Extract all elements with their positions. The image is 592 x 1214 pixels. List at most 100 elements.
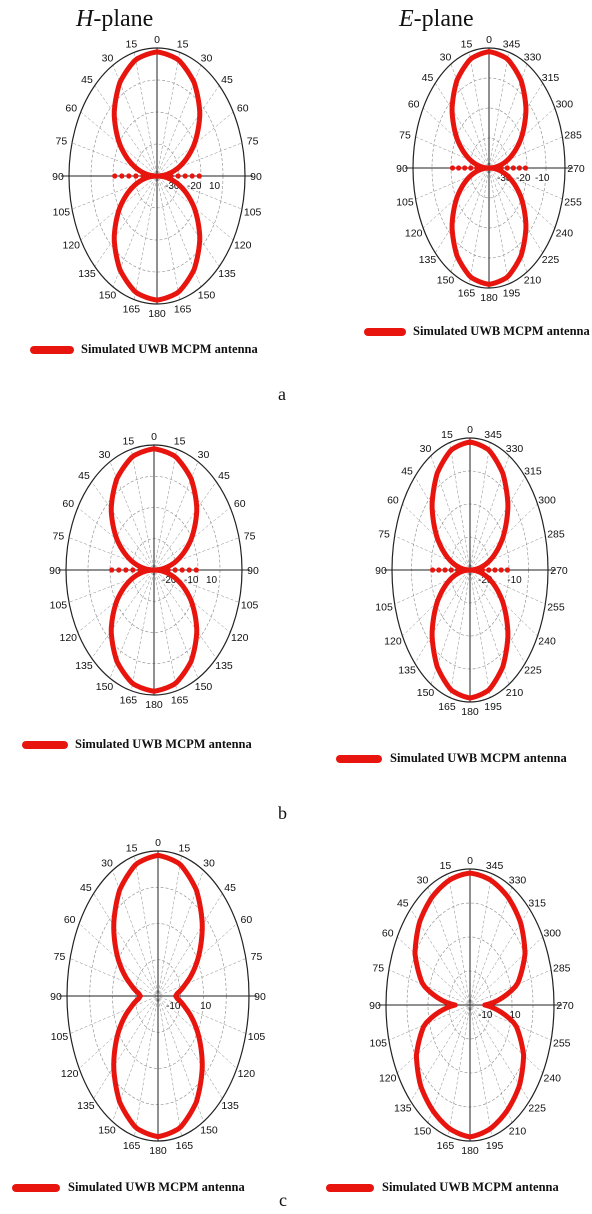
null-marker-dot [448,567,454,573]
radial-tick-label: -10 [535,173,550,184]
null-marker-dot [456,165,462,171]
subfigure-label-a: a [278,384,286,404]
null-marker-dot [486,165,492,171]
radiation-pattern-trace [111,49,203,303]
outer-ring [68,47,246,305]
legend-label: Simulated UWB MCPM antenna [68,1180,245,1194]
null-marker-dot [123,567,129,573]
angle-tick-label: 0 [467,424,473,436]
angle-tick-label: 165 [176,1140,194,1152]
angle-tick-label: 30 [420,443,432,455]
h-plane-header: H-plane [76,6,153,33]
grid-spoke [397,936,469,1004]
legend-label: Simulated UWB MCPM antenna [382,1180,559,1194]
grid-spoke [388,1005,469,1041]
angle-tick-label: 120 [59,632,77,644]
angle-tick-label: 60 [382,928,394,940]
radial-tick-label: 10 [510,1010,522,1021]
angle-tick-label: 90 [369,1000,381,1012]
angle-tick-label: 120 [238,1068,256,1080]
angle-tick-label: 270 [567,163,585,175]
grid-spoke [469,52,489,166]
null-marker-dot [486,567,492,573]
angle-tick-label: 0 [154,34,160,46]
angle-tick-label: 150 [96,681,114,693]
angle-tick-label: 315 [524,465,542,477]
grid-spoke [470,572,491,698]
grid-spoke [154,572,178,691]
angle-tick-label: 60 [237,103,249,115]
angle-tick-label: 60 [62,498,74,510]
angle-tick-label: 210 [506,687,524,699]
angle-tick-label: 285 [564,130,582,142]
angle-tick-label: 270 [556,1000,574,1012]
polar-chart-a-e: 0 345 330 315 300 285 270 255 240 225 210 195 180 165… [396,34,585,304]
grid-spoke [415,168,488,200]
null-marker-dot [154,173,160,179]
polar-chart-a-h: 0 15 30 45 60 75 90 105 120 135 150 165 180 165 150 135… [52,34,262,320]
angle-tick-label: 90 [375,565,387,577]
grid-spoke [469,170,489,284]
e-plane-header: E-plane [399,6,474,33]
angle-tick-label: 60 [240,914,252,926]
grid-spoke [70,958,157,996]
angle-tick-label: 15 [123,436,135,448]
angle-tick-label: 60 [234,498,246,510]
legend-c-h: Simulated UWB MCPM antenna [12,1180,267,1196]
polar-chart-c-e: 0 345 330 315 300 285 270 255 240 225 210 195 180 165… [369,855,574,1157]
null-marker-dot [498,567,504,573]
radiation-pattern-trace [108,446,200,694]
null-marker-dot [151,567,157,573]
grid-spoke [414,571,470,664]
angle-tick-label: 105 [375,601,393,613]
angle-tick-label: 330 [509,874,527,886]
polar-chart-b-h: 0 15 30 45 60 75 90 105 120 135 150 165 180 165 150 135… [49,431,259,711]
angle-tick-label: 45 [78,470,90,482]
h-plane-letter: H [76,6,94,32]
angle-tick-label: 165 [120,694,138,706]
angle-tick-label: 105 [50,600,68,612]
null-marker-dot [182,173,188,179]
grid-spoke [80,111,156,175]
angle-tick-label: 120 [405,228,423,240]
angle-tick-label: 30 [440,51,452,63]
null-marker-dot [454,567,461,573]
grid-spoke [158,998,204,1122]
null-marker-dot [498,165,504,171]
angle-tick-label: 150 [200,1124,218,1136]
grid-spoke [470,1007,492,1137]
grid-spoke [394,535,469,570]
angle-tick-label: 75 [54,951,66,963]
radial-tick-label: -30 [497,173,512,184]
grid-spoke [158,85,220,175]
subfigure-label-c: c [279,1190,287,1210]
grid-spoke [158,855,182,994]
angle-tick-label: 180 [480,292,498,304]
grid-spoke [435,83,489,167]
grid-spoke [158,177,234,241]
null-marker-dot [144,567,150,573]
grid-spoke [471,570,546,605]
angle-tick-label: 315 [528,897,546,909]
angle-tick-label: 105 [396,196,414,208]
legend-swatch [12,1184,60,1192]
grid-spoke [470,442,491,568]
angle-tick-label: 45 [218,470,230,482]
subfigure-label-b: b [278,803,287,823]
e-plane-letter: E [399,6,414,32]
angle-tick-label: 75 [53,530,65,542]
grid-spoke [155,507,231,569]
angle-tick-label: 285 [553,962,571,974]
angle-tick-label: 90 [247,565,259,577]
angle-tick-label: 180 [461,706,479,718]
angle-tick-label: 255 [547,601,565,613]
angle-tick-label: 30 [203,858,215,870]
grid-spoke [471,1006,543,1074]
angle-tick-label: 45 [224,882,236,894]
angle-tick-label: 105 [53,206,71,218]
angle-tick-label: 330 [506,443,524,455]
null-marker-dot [473,567,479,573]
angle-tick-label: 15 [440,860,452,872]
null-marker-dot [196,173,202,179]
polar-chart-b-h-svg: 0 153045607590105120135150165180165150135… [49,431,259,711]
